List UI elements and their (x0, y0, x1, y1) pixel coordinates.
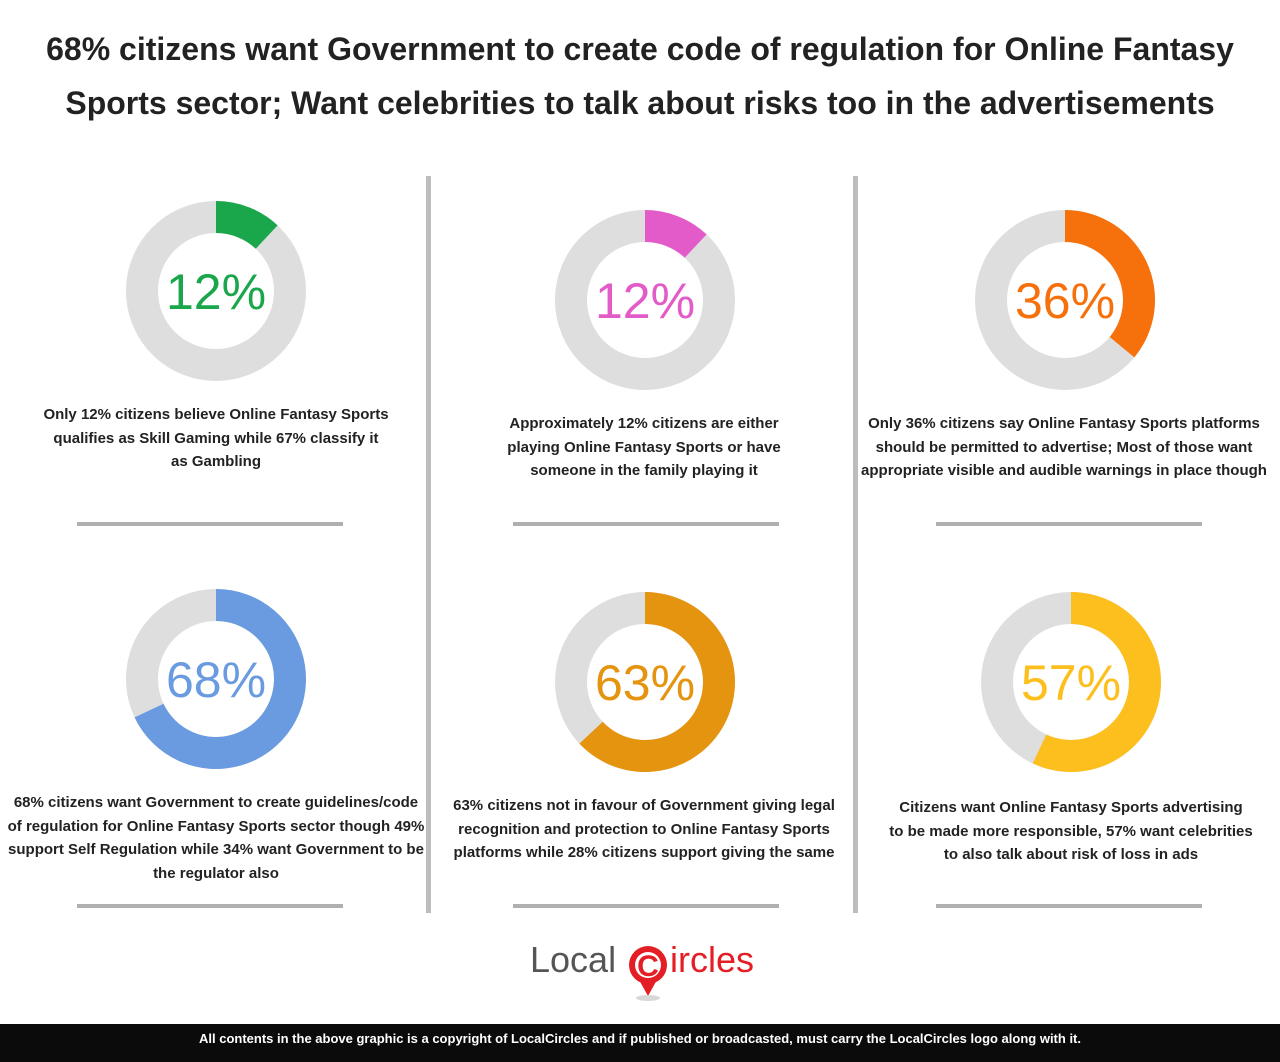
description-line: Only 36% citizens say Online Fantasy Spo… (868, 415, 1260, 432)
donut-value-label: 63% (595, 655, 695, 711)
donut-value-label: 12% (166, 264, 266, 320)
donut-chart: 12% (550, 205, 740, 395)
description-line: qualifies as Skill Gaming while 67% clas… (53, 429, 379, 447)
donut-chart: 68% (121, 584, 311, 774)
row-divider (936, 522, 1202, 526)
description-line: 68% citizens want Government to create g… (13, 794, 419, 811)
row-divider (513, 522, 779, 526)
description-line: to be made more responsible, 57% want ce… (889, 822, 1253, 840)
column-divider-right (853, 176, 858, 913)
row-divider (513, 904, 779, 908)
chart-description: 68% citizens want Government to create g… (0, 791, 432, 885)
column-divider-left (426, 176, 431, 913)
description-line: appropriate visible and audible warnings… (861, 462, 1267, 479)
row-divider (77, 522, 343, 526)
description-line: to also talk about risk of loss in ads (943, 846, 1199, 863)
description-line: playing Online Fantasy Sports or have (507, 438, 781, 456)
description-line: of regulation for Online Fantasy Sports … (7, 817, 425, 835)
chart-description: 63% citizens not in favour of Government… (440, 794, 848, 865)
logo-letter-c: C (637, 950, 659, 983)
title-line-2: Sports sector; Want celebrities to talk … (65, 85, 1215, 121)
description-line: should be permitted to advertise; Most o… (875, 438, 1253, 456)
description-line: recognition and protection to Online Fan… (458, 820, 830, 838)
donut-svg: 12% (126, 201, 306, 381)
description-line: someone in the family playing it (530, 462, 758, 479)
donut-svg: 36% (975, 210, 1155, 390)
donut-chart: 12% (121, 196, 311, 386)
donut-segment (216, 201, 278, 249)
donut-segment (645, 210, 707, 258)
description-line: Only 12% citizens believe Online Fantasy… (43, 406, 389, 423)
chart-description: Only 36% citizens say Online Fantasy Spo… (858, 412, 1270, 483)
donut-segment (579, 592, 735, 772)
donut-value-label: 12% (595, 273, 695, 329)
infographic-title: 68% citizens want Government to create c… (0, 22, 1280, 130)
copyright-footer: All contents in the above graphic is a c… (0, 1024, 1280, 1062)
donut-svg: 57% (981, 592, 1161, 772)
description-line: as Gambling (170, 453, 262, 470)
title-line-1: 68% citizens want Government to create c… (46, 31, 1234, 67)
donut-segment (1065, 210, 1155, 358)
description-line: 63% citizens not in favour of Government… (453, 797, 835, 814)
row-divider (936, 904, 1202, 908)
description-line: Approximately 12% citizens are either (509, 415, 779, 432)
logo-text-ircles: ircles (670, 939, 754, 980)
chart-description: Citizens want Online Fantasy Sports adve… (860, 796, 1280, 867)
location-pin-icon (629, 946, 667, 1001)
description-line: support Self Regulation while 34% want G… (8, 841, 424, 858)
row-divider (77, 904, 343, 908)
description-line: the regulator also (153, 864, 279, 882)
donut-svg: 63% (555, 592, 735, 772)
chart-description: Approximately 12% citizens are either pla… (448, 412, 840, 483)
donut-segment (134, 589, 306, 769)
logo-text-local: Local (530, 939, 616, 980)
donut-value-label: 36% (1015, 273, 1115, 329)
donut-svg: 12% (555, 210, 735, 390)
localcircles-logo: Local C ircles (530, 932, 760, 1002)
chart-description: Only 12% citizens believe Online Fantasy… (20, 403, 412, 474)
donut-segment (1032, 592, 1161, 772)
donut-chart: 63% (550, 587, 740, 777)
donut-chart: 36% (970, 205, 1160, 395)
donut-svg: 68% (126, 589, 306, 769)
description-line: Citizens want Online Fantasy Sports adve… (899, 799, 1243, 816)
localcircles-logo-graphic: Local C ircles (530, 939, 754, 1001)
donut-chart: 57% (976, 587, 1166, 777)
donut-value-label: 68% (166, 652, 266, 708)
donut-value-label: 57% (1021, 655, 1121, 711)
description-line: platforms while 28% citizens support giv… (453, 844, 835, 861)
